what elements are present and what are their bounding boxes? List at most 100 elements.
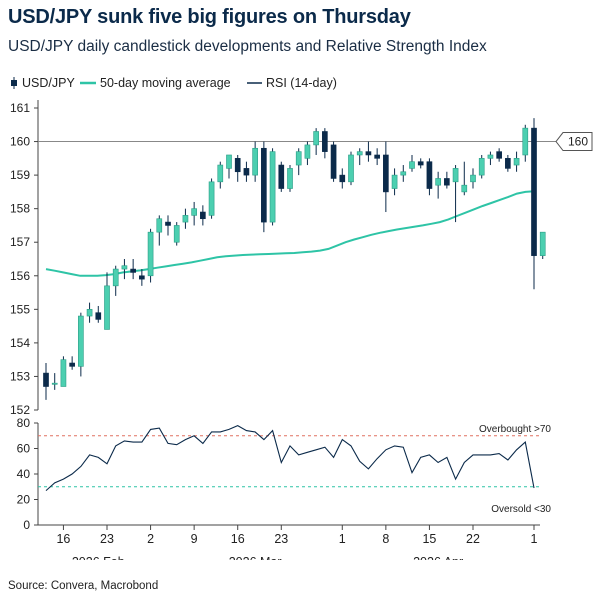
candle-down xyxy=(365,151,372,156)
candle-down xyxy=(95,312,102,320)
candle-up xyxy=(191,208,197,216)
x-tick-label: 22 xyxy=(466,532,480,546)
price-y-tick-label: 156 xyxy=(10,269,30,283)
x-group-label: 2026 Mar xyxy=(229,555,282,560)
x-tick-label: 16 xyxy=(231,532,245,546)
candle-down xyxy=(130,268,136,273)
candle-down xyxy=(496,151,502,159)
x-tick-label: 2 xyxy=(147,532,154,546)
candle-up xyxy=(348,154,354,183)
legend-label-rsi: RSI (14-day) xyxy=(266,76,337,90)
candle-up xyxy=(478,158,485,176)
candle-up xyxy=(112,268,119,287)
candle-up xyxy=(121,265,128,270)
candle-down xyxy=(383,154,389,193)
candle-up xyxy=(51,382,58,385)
candle-up xyxy=(156,218,163,233)
candle-down xyxy=(339,174,346,183)
candle-up xyxy=(86,309,93,317)
candle-up xyxy=(252,147,258,176)
x-tick-label: 16 xyxy=(56,532,70,546)
candle-down xyxy=(444,178,450,186)
overbought-label: Overbought >70 xyxy=(479,424,551,435)
price-y-tick-label: 158 xyxy=(10,202,30,216)
ma50-line xyxy=(45,190,535,277)
candle-up xyxy=(147,231,154,277)
candle-down xyxy=(322,131,328,152)
rsi-line xyxy=(45,424,535,492)
x-tick-label: 9 xyxy=(191,532,198,546)
legend-label-ma: 50-day moving average xyxy=(100,76,231,90)
x-tick-label: 15 xyxy=(422,532,436,546)
candle-up xyxy=(226,154,232,169)
candle-down xyxy=(165,221,171,226)
candle-up xyxy=(461,184,468,193)
candle-down xyxy=(43,372,49,387)
x-group-label: 2026 Apr xyxy=(413,555,463,560)
reference-label-box xyxy=(555,132,593,152)
candle-up xyxy=(60,359,67,387)
candle-down xyxy=(330,144,337,179)
chart-source: Source: Convera, Macrobond xyxy=(8,580,159,592)
rsi-y-tick-label: 40 xyxy=(17,467,31,481)
price-y-tick-label: 157 xyxy=(10,235,30,249)
candle-down xyxy=(426,161,433,189)
candle-up xyxy=(487,154,494,159)
candle-up xyxy=(435,178,441,186)
x-tick-label: 1 xyxy=(339,532,346,546)
candle-up xyxy=(304,144,311,159)
price-y-tick-label: 155 xyxy=(10,302,30,316)
candle-up xyxy=(391,174,398,189)
candle-up xyxy=(287,168,293,189)
price-y-tick-label: 160 xyxy=(10,135,30,149)
rsi-y-tick-label: 80 xyxy=(17,416,31,430)
chart-subtitle: USD/JPY daily candlestick developments a… xyxy=(8,38,487,55)
candle-up xyxy=(522,127,529,156)
rsi-y-tick-label: 60 xyxy=(17,442,31,456)
candle-up xyxy=(409,161,415,169)
candle-down xyxy=(505,158,511,169)
candle-up xyxy=(313,131,319,146)
candle-down xyxy=(243,168,250,176)
price-y-tick-label: 153 xyxy=(10,369,30,383)
x-tick-label: 23 xyxy=(274,532,288,546)
chart-title: USD/JPY sunk five big figures on Thursda… xyxy=(8,6,411,28)
candle-up xyxy=(269,151,276,223)
candle-up xyxy=(539,231,546,256)
candle-up xyxy=(217,164,224,183)
candle-down xyxy=(531,127,537,256)
price-y-tick-label: 152 xyxy=(10,403,30,417)
oversold-label: Oversold <30 xyxy=(491,504,551,515)
x-tick-label: 23 xyxy=(100,532,114,546)
candle-down xyxy=(374,154,380,159)
candle-up xyxy=(208,181,215,216)
candle-down xyxy=(69,362,75,367)
candle-up xyxy=(513,158,520,166)
x-tick-label: 8 xyxy=(382,532,389,546)
candle-up xyxy=(104,285,110,330)
candle-up xyxy=(356,151,363,156)
candle-down xyxy=(261,147,267,223)
candle-down xyxy=(234,158,241,173)
candle-down xyxy=(139,275,145,280)
price-y-tick-label: 159 xyxy=(10,168,30,182)
chart-canvas: USD/JPY 50-day moving average RSI (14-day)… xyxy=(10,76,593,560)
rsi-y-tick-label: 20 xyxy=(17,493,31,507)
price-y-tick-label: 161 xyxy=(10,101,30,115)
legend-label-usdjpy: USD/JPY xyxy=(22,76,75,90)
candle-up xyxy=(400,171,407,176)
candle-up xyxy=(182,215,189,223)
candle-up xyxy=(295,151,302,166)
candle-down xyxy=(278,164,285,189)
rsi-y-tick-label: 0 xyxy=(23,518,30,532)
candle-up xyxy=(173,225,180,243)
candle-up xyxy=(452,168,459,183)
candle-up xyxy=(470,174,476,183)
reference-label: 160 xyxy=(568,135,588,149)
candlestick-icon xyxy=(11,80,17,86)
x-group-label: 2026 Feb xyxy=(72,555,125,560)
candle-up xyxy=(78,315,84,367)
x-tick-label: 1 xyxy=(531,532,538,546)
candle-down xyxy=(417,161,424,166)
